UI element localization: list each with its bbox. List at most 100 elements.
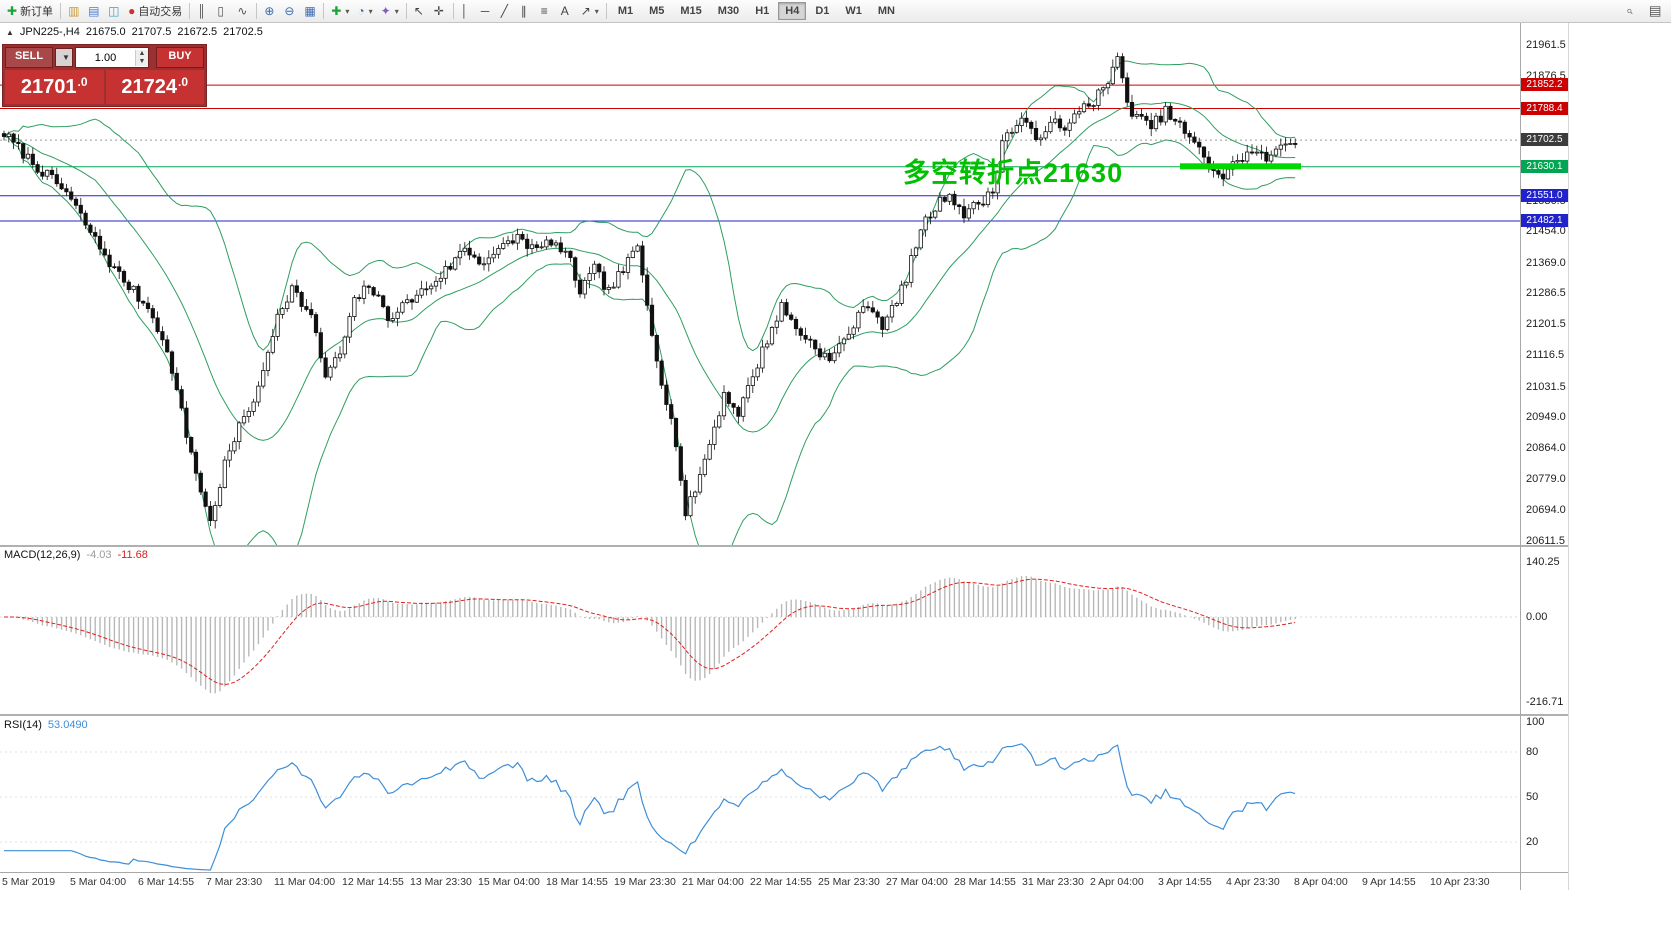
tile-windows-button[interactable]: ▦ [300, 1, 320, 21]
turning-point-line[interactable] [1180, 163, 1301, 170]
time-label: 7 Mar 23:30 [206, 876, 263, 888]
search-icon [1627, 8, 1633, 14]
horizontal-line-button[interactable]: ─ [477, 1, 497, 21]
zoom-in-button[interactable]: ⊕ [260, 1, 280, 21]
buy-price-button[interactable]: 21724.0 [105, 70, 204, 104]
trade-panel-prices: 21701.0 21724.0 [3, 70, 206, 106]
one-click-trading-panel: SELL ▼ ▲ ▼ BUY 21701.0 21724.0 [2, 44, 207, 107]
macd-signal-value: -11.68 [117, 549, 148, 561]
buy-price-frac: .0 [178, 75, 189, 89]
bars-chart-button[interactable]: ║ [193, 1, 213, 21]
trendline-icon: ╱ [500, 4, 508, 18]
timeframe-h4[interactable]: H4 [778, 2, 807, 20]
sell-price-button[interactable]: 21701.0 [5, 70, 104, 104]
main-chart[interactable] [0, 22, 1520, 545]
buy-price: 21724 [121, 75, 178, 98]
line-chart-button[interactable]: ∿ [233, 1, 253, 21]
search-button[interactable] [1620, 1, 1640, 21]
candlestick-chart-button[interactable]: ▯ [213, 1, 233, 21]
toolbar-separator [256, 3, 258, 19]
strategy-tester-button[interactable]: ◫ [104, 1, 124, 21]
market-watch-button[interactable]: ▤ [84, 1, 104, 21]
time-axis[interactable]: 5 Mar 2019 5 Mar 04:00 6 Mar 14:55 7 Mar 23… [0, 873, 1568, 890]
toolbar-separator [405, 3, 407, 19]
volume-input[interactable] [76, 50, 135, 65]
rsi-name: RSI(14) [4, 719, 42, 731]
tile-windows-icon: ▦ [304, 4, 316, 18]
trendline-button[interactable]: ╱ [497, 1, 517, 21]
indicators-button[interactable]: ✦ ▾ [377, 1, 403, 21]
macd-label: MACD(12,26,9) -4.03 -11.68 [4, 549, 148, 561]
toolbar-items: ✚ 新订单 ▥ ▤ ◫ ● 自动交易 ║ ▯ ∿ ⊕ ⊖ ▦ ✚ ▾ ◔ ▾ ✦ ▾ ↖ ✛ │ ─ ╱ ∥ ≡ A ↗ ▾ [3, 0, 610, 22]
time-label: 3 Apr 14:55 [1158, 876, 1212, 888]
vertical-line-button[interactable]: │ [457, 1, 477, 21]
channel-button[interactable]: ∥ [517, 1, 537, 21]
symbol-info-bar: ▲ JPN225-,H4 21675.0 21707.5 21672.5 217… [6, 26, 263, 38]
zoom-out-button[interactable]: ⊖ [280, 1, 300, 21]
fibonacci-button[interactable]: ≡ [537, 1, 557, 21]
zoom-in-icon: ⊕ [264, 4, 275, 18]
crosshair-button[interactable]: ✛ [430, 1, 450, 21]
zoom-out-icon: ⊖ [284, 4, 295, 18]
toolbar-separator [605, 3, 607, 19]
panel-separator[interactable] [0, 714, 1568, 716]
symbol-name: JPN225-,H4 [19, 26, 80, 38]
text-button[interactable]: A [557, 1, 577, 21]
crosshair-icon: ✛ [433, 4, 444, 18]
periods-button[interactable]: ◔ ▾ [353, 1, 376, 21]
sell-button[interactable]: SELL [5, 47, 53, 68]
time-axis-line [0, 872, 1568, 873]
chevron-down-icon: ▾ [394, 6, 399, 16]
buy-button[interactable]: BUY [156, 47, 204, 68]
horizontal-line-icon: ─ [480, 4, 490, 18]
macd-panel[interactable] [0, 546, 1520, 715]
cursor-button[interactable]: ↖ [410, 1, 430, 21]
rsi-axis-label: 50 [1526, 791, 1539, 803]
candlesticks [1, 52, 1298, 529]
bar-high: 21707.5 [131, 26, 172, 38]
new-chart-button[interactable]: ✚ ▾ [327, 1, 353, 21]
macd-signal-line [4, 578, 1296, 686]
horizontal-lines[interactable] [0, 84, 1520, 222]
line-chart-icon: ∿ [237, 4, 248, 18]
bar-open: 21675.0 [85, 26, 126, 38]
macd-axis-label: 0.00 [1526, 611, 1548, 623]
price-line-label: 21630.1 [1521, 160, 1568, 173]
order-type-dropdown[interactable]: ▼ [55, 48, 73, 67]
panel-separator[interactable] [0, 545, 1568, 547]
price-tick: 20694.0 [1526, 504, 1566, 516]
chart-window-edge [1568, 22, 1569, 890]
bar-close: 21702.5 [223, 26, 263, 38]
toolbar-right: ▤ [1620, 1, 1665, 21]
timeframe-w1[interactable]: W1 [838, 2, 869, 20]
charts-button[interactable]: ▥ [64, 1, 84, 21]
timeframe-mn[interactable]: MN [871, 2, 902, 20]
new-order-button-label: 新订单 [20, 6, 54, 18]
timeframe-m15[interactable]: M15 [673, 2, 708, 20]
price-tick: 21961.5 [1526, 39, 1566, 51]
toolbar-separator [189, 3, 191, 19]
time-label: 4 Apr 23:30 [1226, 876, 1280, 888]
chart-annotation[interactable]: 多空转折点21630 [903, 158, 1124, 188]
timeframe-m1[interactable]: M1 [611, 2, 640, 20]
spinner-down-icon[interactable]: ▼ [136, 57, 148, 66]
price-line-label: 21551.0 [1521, 189, 1568, 202]
timeframe-m5[interactable]: M5 [642, 2, 671, 20]
macd-axis-label: 140.25 [1526, 556, 1560, 568]
volume-spinner: ▲ ▼ [135, 49, 148, 66]
rsi-label: RSI(14) 53.0490 [4, 719, 88, 731]
time-label: 5 Mar 2019 [2, 876, 56, 888]
timeframe-m30[interactable]: M30 [711, 2, 746, 20]
new-order-button[interactable]: ✚ 新订单 [3, 1, 57, 21]
price-line-label: 21852.2 [1521, 78, 1568, 91]
timeframe-h1[interactable]: H1 [748, 2, 776, 20]
macd-name: MACD(12,26,9) [4, 549, 81, 561]
time-label: 6 Mar 14:55 [138, 876, 195, 888]
toolbar-options-button[interactable]: ▤ [1645, 1, 1665, 21]
timeframe-d1[interactable]: D1 [808, 2, 836, 20]
autotrading-button[interactable]: ● 自动交易 [124, 1, 186, 21]
price-axis[interactable]: 21961.521876.521791.521706.521621.521536… [1520, 22, 1571, 890]
arrows-button[interactable]: ↗ ▾ [577, 1, 603, 21]
spinner-up-icon[interactable]: ▲ [136, 49, 148, 58]
rsi-panel[interactable] [0, 716, 1520, 872]
